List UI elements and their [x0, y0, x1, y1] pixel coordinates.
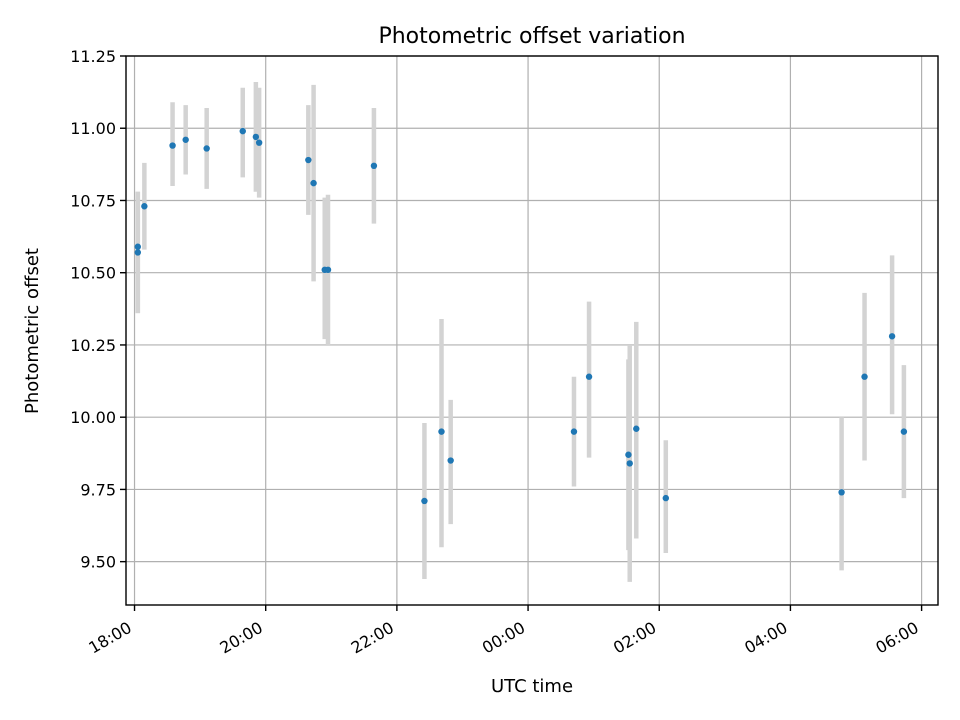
y-tick-label: 10.00: [70, 408, 116, 427]
y-tick-label: 9.50: [80, 553, 116, 572]
data-point: [633, 425, 640, 432]
data-point: [239, 127, 246, 135]
data-point: [203, 145, 210, 152]
data-point: [324, 266, 332, 274]
data-point: [370, 162, 378, 169]
error-bar-layer: [135, 82, 907, 582]
x-tick-label: 00:00: [479, 618, 528, 658]
data-point: [421, 497, 428, 505]
x-tick-label: 02:00: [610, 618, 659, 658]
data-point: [134, 249, 142, 256]
x-tick-label: 18:00: [85, 618, 134, 658]
data-point: [900, 428, 908, 435]
data-point: [625, 451, 632, 458]
x-tick-label: 06:00: [872, 618, 921, 658]
data-point-layer: [134, 127, 908, 505]
data-point: [888, 333, 896, 340]
x-axis-label: UTC time: [491, 676, 573, 697]
y-axis-label: Photometric offset: [22, 248, 43, 414]
data-point: [438, 428, 445, 435]
y-tick-label: 11.25: [70, 47, 116, 66]
data-point: [255, 139, 263, 146]
data-point: [626, 460, 633, 467]
tick-layer: 18:00 20:00 22:00 00:00 02:00 04:00 06:00 9.50 9…: [70, 47, 923, 658]
data-point: [570, 428, 578, 435]
x-tick-label: 20:00: [217, 618, 266, 658]
data-point: [585, 373, 593, 380]
x-tick-label: 04:00: [741, 618, 790, 658]
data-point: [169, 142, 176, 149]
x-tick-label: 22:00: [348, 618, 397, 658]
data-point: [861, 373, 868, 380]
y-tick-label: 9.75: [80, 480, 116, 499]
grid-layer: [126, 55, 938, 605]
data-point: [141, 203, 148, 210]
data-point: [310, 179, 317, 187]
chart-title: Photometric offset variation: [378, 24, 685, 49]
y-tick-label: 10.75: [70, 191, 116, 210]
data-point: [447, 457, 454, 464]
y-tick-label: 10.50: [70, 264, 116, 283]
y-tick-label: 11.00: [70, 119, 116, 138]
data-point: [305, 156, 312, 164]
data-point: [182, 136, 189, 143]
data-point: [838, 489, 845, 496]
data-point: [134, 243, 142, 250]
y-tick-label: 10.25: [70, 336, 116, 355]
data-point: [252, 133, 260, 141]
data-point: [662, 494, 670, 502]
plot-frame: [125, 55, 939, 606]
